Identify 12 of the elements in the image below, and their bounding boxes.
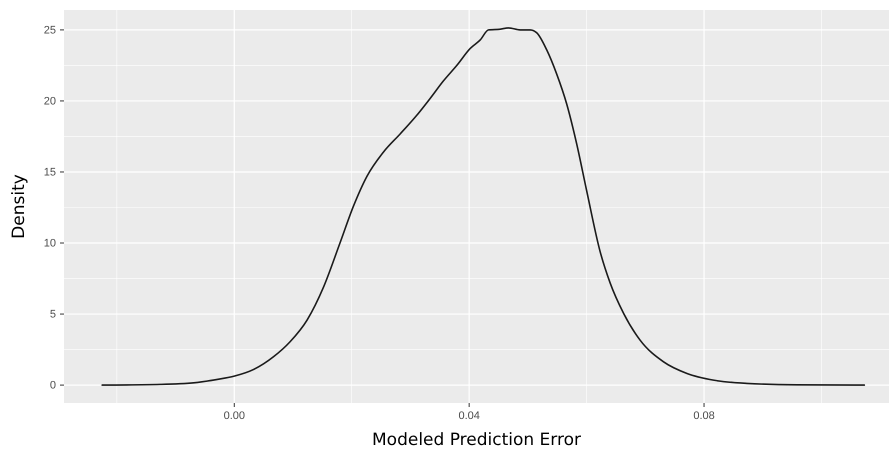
y-tick-label: 10 [44,238,56,250]
y-tick-label: 25 [44,24,56,36]
y-tick-label: 0 [50,380,56,392]
x-tick-label: 0.08 [693,410,715,422]
x-tick-label: 0.04 [458,410,480,422]
y-tick-label: 5 [50,308,56,321]
y-tick-label: 15 [44,166,56,178]
line-series [101,27,866,386]
x-tick-label: 0.00 [224,410,245,422]
x-axis-title: Modeled Prediction Error [372,430,581,450]
y-tick-label: 20 [44,95,56,108]
y-axis-title: Density [9,174,29,239]
